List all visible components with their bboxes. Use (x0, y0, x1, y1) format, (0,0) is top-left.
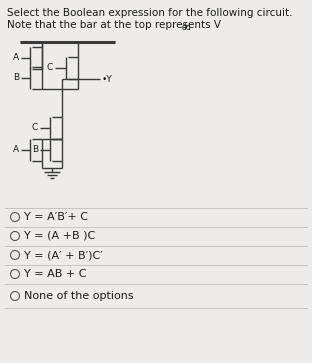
Text: Select the Boolean expression for the following circuit.: Select the Boolean expression for the fo… (7, 8, 293, 18)
Text: dd: dd (182, 23, 192, 32)
Text: B: B (13, 73, 19, 82)
Text: None of the options: None of the options (24, 291, 134, 301)
Text: Note that the bar at the top represents V: Note that the bar at the top represents … (7, 20, 221, 30)
Text: A: A (13, 53, 19, 62)
Text: •Y: •Y (102, 74, 113, 83)
Text: B: B (32, 146, 38, 155)
Text: Y = A′B′+ C: Y = A′B′+ C (24, 212, 88, 222)
Text: Y = (A′ + B′)C′: Y = (A′ + B′)C′ (24, 250, 103, 260)
Text: Y = (A +B )C: Y = (A +B )C (24, 231, 95, 241)
Text: Y = AB + C: Y = AB + C (24, 269, 86, 279)
Text: A: A (13, 146, 19, 155)
Text: C: C (47, 64, 53, 73)
Text: C: C (32, 123, 38, 132)
